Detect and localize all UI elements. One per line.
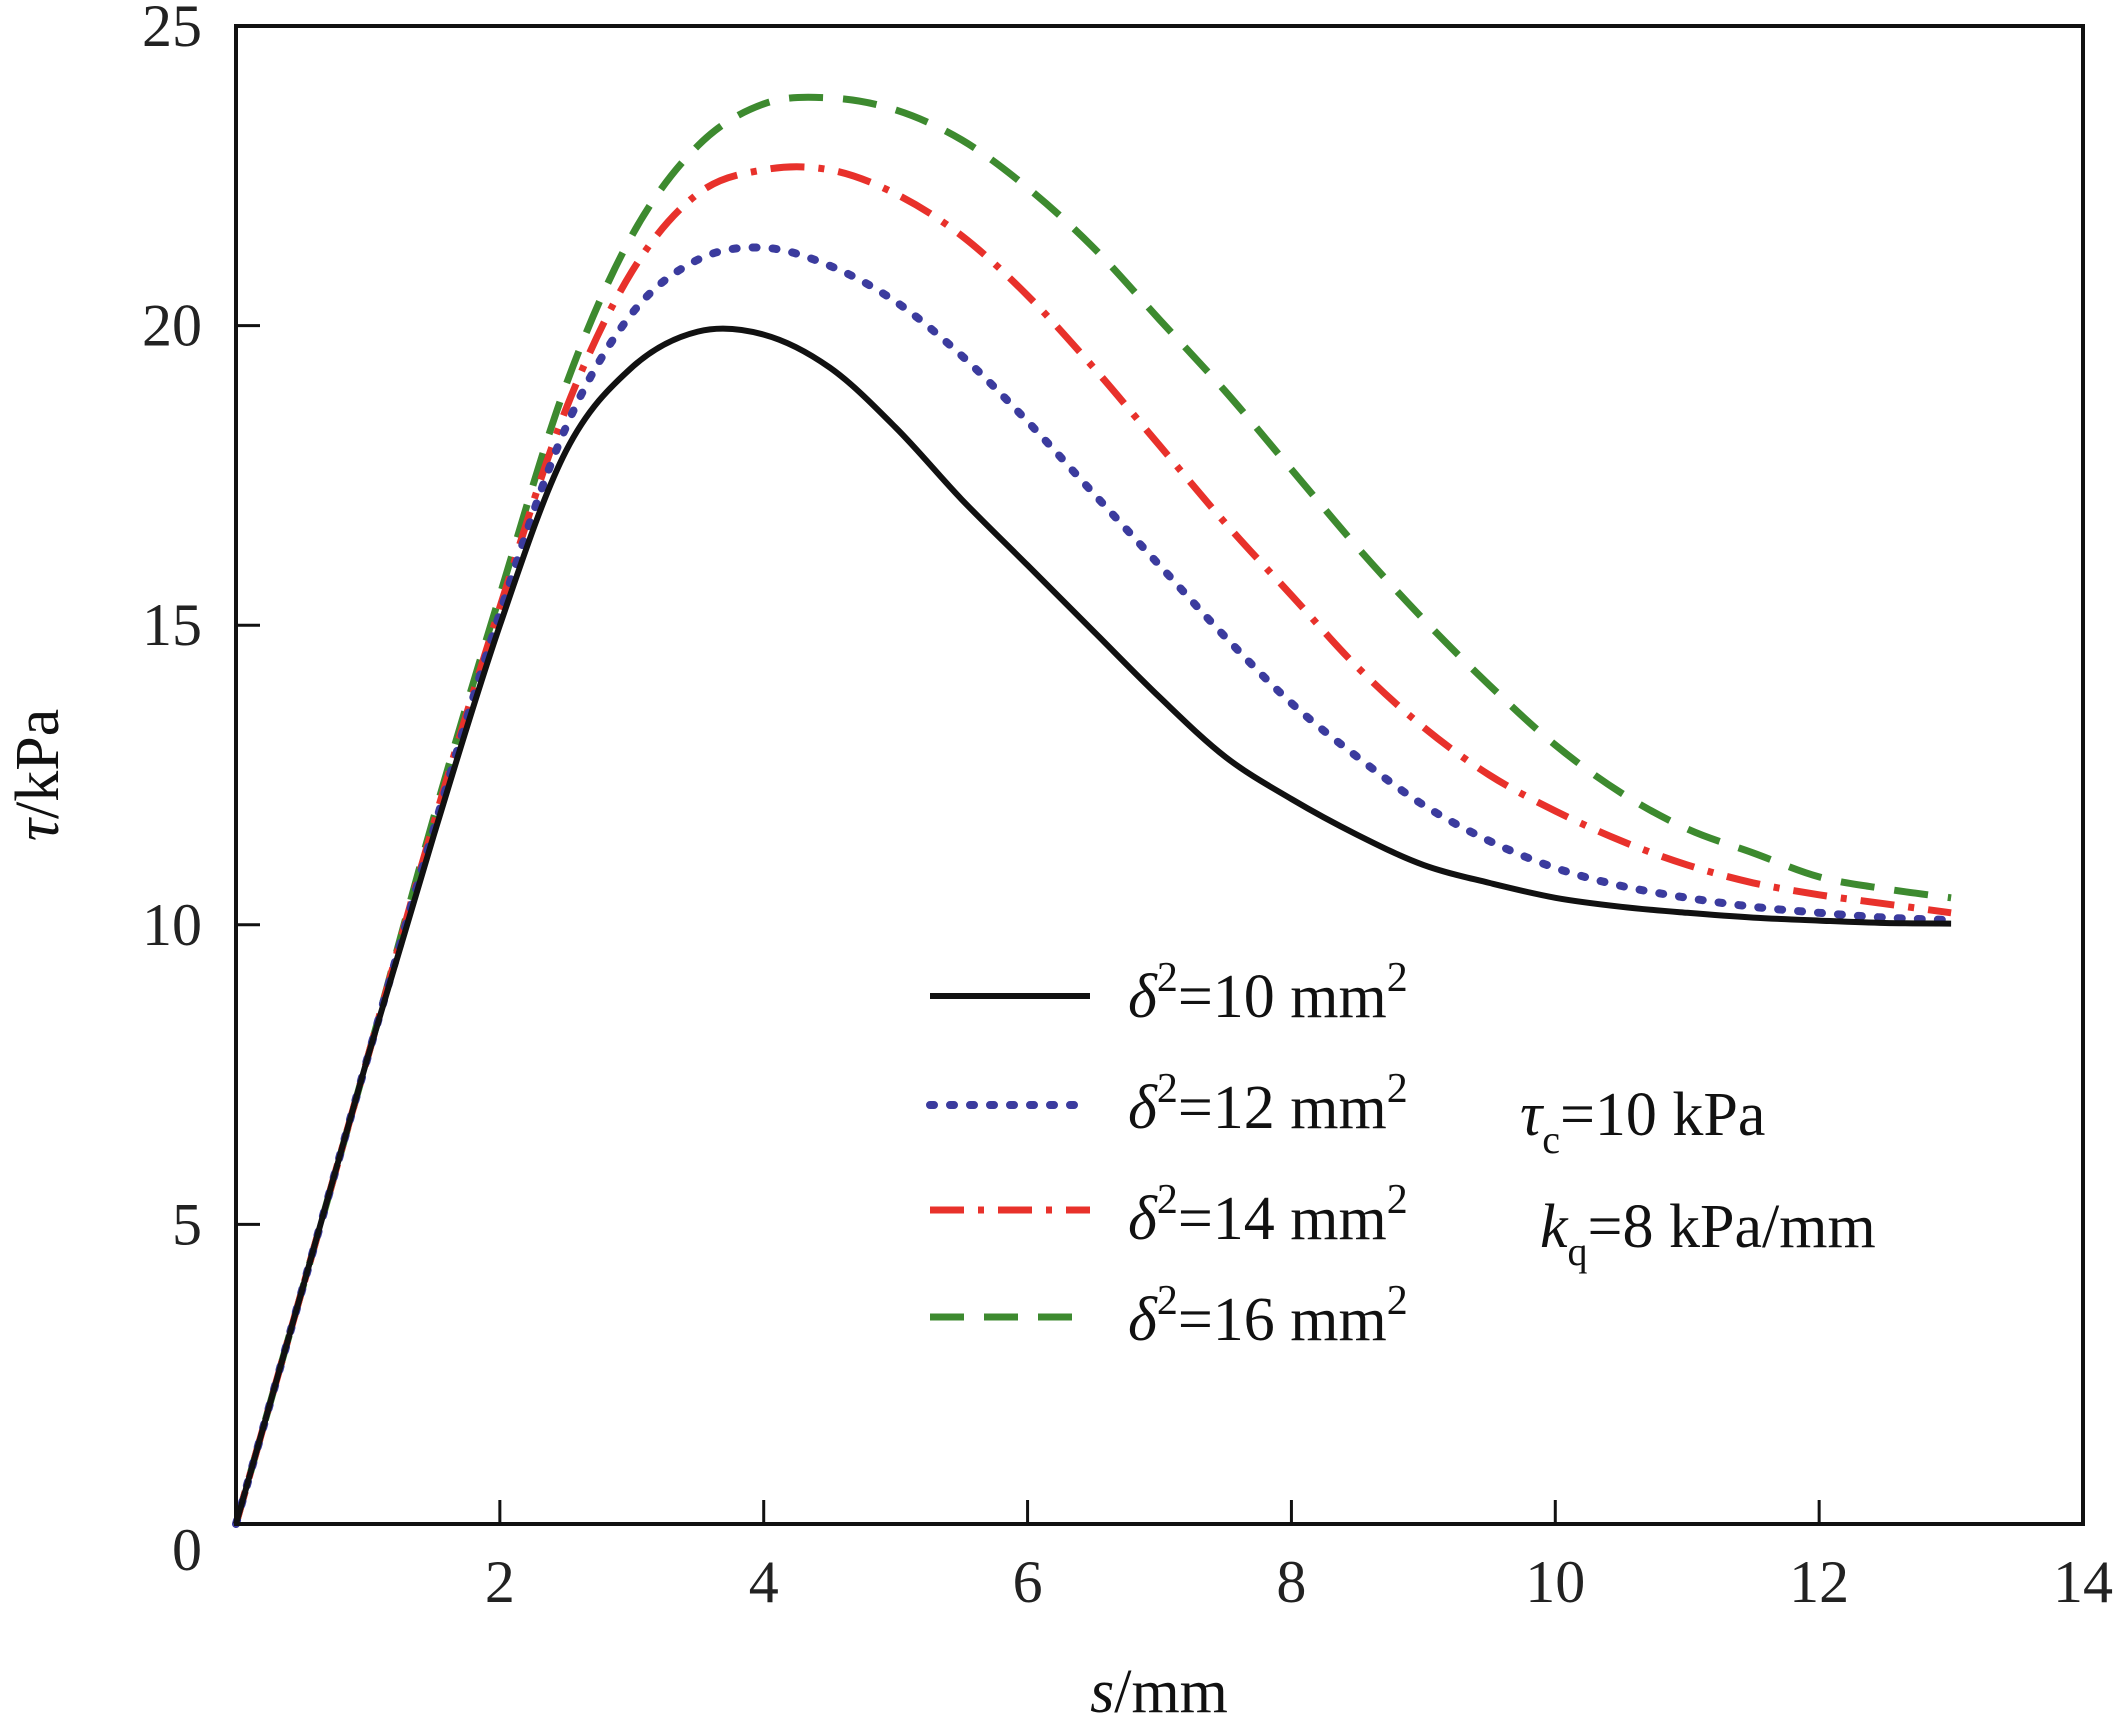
y-tick-label-10: 10 xyxy=(142,892,202,958)
y-axis-var: τ xyxy=(4,816,72,841)
x-tick-label-6: 6 xyxy=(1013,1549,1043,1615)
y-axis-title: τ/kPa xyxy=(4,709,72,841)
legend-label-3: δ2=14 mm2 xyxy=(1128,1177,1408,1253)
x-tick-label-4: 4 xyxy=(749,1549,779,1615)
x-tick-label-2: 2 xyxy=(485,1549,515,1615)
legend-label-1: δ2=10 mm2 xyxy=(1128,955,1408,1031)
plot-frame xyxy=(234,24,2085,1526)
annotation-k-q: kq=8 kPa/mm xyxy=(1540,1193,1876,1274)
x-axis-unit: /mm xyxy=(1114,1658,1228,1726)
y-tick-label-5: 5 xyxy=(172,1191,202,1257)
y-tick-label-15: 15 xyxy=(142,592,202,658)
legend-label-4: δ2=16 mm2 xyxy=(1128,1278,1408,1354)
x-tick-label-10: 10 xyxy=(1525,1549,1585,1615)
x-tick-label-12: 12 xyxy=(1789,1549,1849,1615)
y-axis-unit: /kPa xyxy=(4,709,72,819)
x-axis-title: s/mm xyxy=(1090,1658,1228,1726)
legend-swatches xyxy=(926,993,1094,1321)
x-axis-var: s xyxy=(1090,1658,1114,1726)
legend: δ2=10 mm2 δ2=12 mm2 δ2=14 mm2 δ2=16 mm2 xyxy=(926,955,1408,1354)
y-tick-label-20: 20 xyxy=(142,293,202,359)
series-line-1 xyxy=(233,325,1952,1525)
series-layer xyxy=(232,93,1956,1528)
series-line-4 xyxy=(232,93,1952,1525)
ticks-layer: 2 4 6 8 10 12 14 5 10 15 20 25 0 xyxy=(142,0,2113,1615)
legend-label-2: δ2=12 mm2 xyxy=(1128,1066,1408,1142)
annotation-tau-c: τc=10 kPa xyxy=(1520,1081,1765,1162)
x-tick-label-8: 8 xyxy=(1276,1549,1306,1615)
x-tick-label-14: 14 xyxy=(2053,1549,2113,1615)
series-line-3 xyxy=(232,163,1952,1525)
y-tick-label-25: 25 xyxy=(142,0,202,59)
origin-label: 0 xyxy=(172,1517,202,1583)
